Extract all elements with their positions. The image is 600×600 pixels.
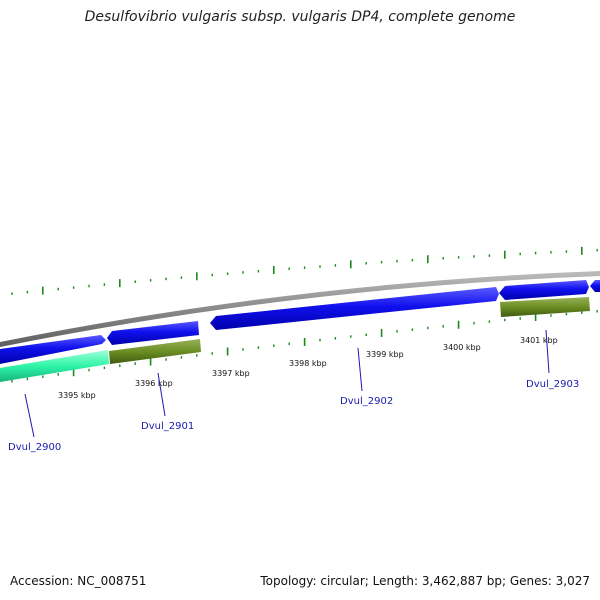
gene-dvul-2903-cds[interactable] — [500, 297, 590, 317]
gene-label-dvul-2903[interactable]: Dvul_2903 — [526, 379, 579, 390]
gene-next-forward[interactable] — [590, 280, 600, 292]
inner-tick-marks — [11, 310, 598, 383]
gene-dvul-2900-forward[interactable] — [0, 335, 106, 364]
topology-summary: Topology: circular; Length: 3,462,887 bp… — [260, 574, 590, 588]
leader-line-dvul-2900 — [24, 393, 35, 438]
gene-label-dvul-2901[interactable]: Dvul_2901 — [141, 421, 194, 432]
leader-line-dvul-2903 — [545, 329, 550, 374]
kbp-label-3397: 3397 kbp — [212, 369, 250, 378]
kbp-label-3395: 3395 kbp — [58, 391, 96, 400]
gene-dvul-2903-forward[interactable] — [499, 280, 589, 300]
gene-dvul-2900-cds[interactable] — [0, 350, 109, 382]
kbp-label-3398: 3398 kbp — [289, 359, 327, 368]
leader-line-dvul-2901 — [157, 372, 166, 417]
leader-line-dvul-2902 — [357, 347, 363, 392]
kbp-label-3399: 3399 kbp — [366, 350, 404, 359]
accession-text: Accession: NC_008751 — [10, 574, 147, 588]
gene-label-dvul-2900[interactable]: Dvul_2900 — [8, 442, 61, 453]
gene-dvul-2902[interactable] — [210, 287, 499, 330]
outer-tick-marks — [11, 246, 598, 295]
gene-label-dvul-2902[interactable]: Dvul_2902 — [340, 396, 393, 407]
gene-dvul-2901-forward[interactable] — [107, 321, 199, 345]
kbp-label-3400: 3400 kbp — [443, 343, 481, 352]
genome-backbone — [0, 271, 600, 347]
map-title: Desulfovibrio vulgaris subsp. vulgaris D… — [84, 9, 516, 25]
gene-dvul-2901-cds[interactable] — [109, 339, 201, 364]
kbp-label-3401: 3401 kbp — [520, 336, 558, 345]
kbp-label-3396: 3396 kbp — [135, 379, 173, 388]
